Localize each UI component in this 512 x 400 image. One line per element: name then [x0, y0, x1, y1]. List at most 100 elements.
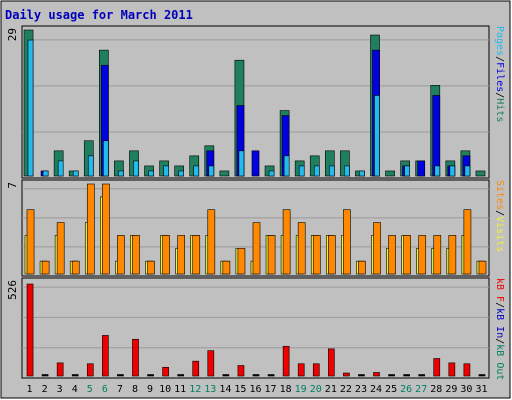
x-tick-label: 24 — [370, 384, 382, 395]
bar-sites — [162, 235, 170, 275]
x-tick-label: 27 — [415, 384, 427, 395]
legend-item: Pages — [494, 26, 505, 56]
bar-kb-f — [147, 374, 154, 377]
legend-item: / — [494, 56, 505, 62]
bar-kb-f — [463, 363, 471, 377]
y-max-label: 7 — [6, 182, 19, 189]
x-tick-label: 17 — [265, 384, 277, 395]
x-tick-label: 11 — [174, 384, 186, 395]
bar-kb-f — [71, 374, 79, 377]
x-tick-label: 14 — [219, 384, 231, 395]
legend-item: kB F — [494, 278, 505, 302]
bar-kb-f — [86, 363, 94, 377]
bar-sites — [26, 209, 35, 275]
x-axis: 1 2 3 4 5 6 7 8 9 10 11 12 13 14 15 16 17 18 19 20 21 22 23 24 2… — [27, 384, 488, 395]
bar-pages — [208, 165, 215, 177]
bar-pages — [27, 39, 34, 177]
bar-pages — [133, 160, 139, 177]
x-tick-label: 31 — [475, 384, 487, 395]
x-tick-label: 4 — [72, 384, 78, 395]
bar-kb-f — [358, 374, 365, 377]
bar-sites — [373, 222, 381, 275]
x-tick-label: 23 — [355, 384, 367, 395]
bar-pages — [434, 165, 441, 177]
legend-item: kB Out — [494, 344, 505, 380]
y-max-label: 526 — [6, 280, 19, 300]
x-tick-label: 7 — [117, 384, 123, 395]
x-tick-label: 5 — [87, 384, 93, 395]
bar-pages — [57, 160, 64, 177]
bar-pages — [87, 155, 94, 177]
x-tick-label: 10 — [159, 384, 171, 395]
bar-sites — [71, 260, 80, 275]
legend-item: / — [494, 338, 505, 344]
x-tick-label: 18 — [280, 384, 292, 395]
bar-sites — [267, 235, 276, 275]
legend-label: Pages/Files/Hits — [494, 26, 505, 122]
bar-kb-f — [192, 360, 200, 377]
bar-sites — [282, 209, 291, 275]
legend-label: kB F/kB In/kB Out — [494, 278, 505, 380]
legend-item: / — [494, 92, 505, 98]
chart-title: Daily usage for March 2011 — [5, 8, 193, 22]
bar-pages — [42, 170, 49, 177]
bar-hits — [475, 170, 486, 177]
bar-sites — [252, 222, 261, 275]
x-tick-label: 21 — [325, 384, 337, 395]
bar-sites — [297, 222, 306, 275]
bar-sites — [132, 235, 140, 275]
bar-sites — [463, 209, 472, 275]
x-tick-label: 25 — [385, 384, 397, 395]
bar-sites — [177, 235, 186, 275]
bar-pages — [449, 165, 456, 177]
bar-sites — [327, 235, 336, 275]
bar-kb-f — [327, 348, 335, 377]
bar-files — [432, 95, 441, 177]
bar-kb-f — [207, 350, 215, 377]
bar-sites — [207, 209, 216, 275]
x-tick-label: 28 — [430, 384, 442, 395]
legend-item: Sites — [494, 180, 505, 210]
panel-bottom: 526 — [6, 277, 490, 379]
x-tick-label: 13 — [204, 384, 216, 395]
x-tick-label: 1 — [27, 384, 33, 395]
bar-kb-f — [162, 366, 169, 377]
x-tick-label: 2 — [42, 384, 48, 395]
x-tick-label: 22 — [340, 384, 352, 395]
bar-sites — [222, 260, 231, 275]
x-tick-label: 20 — [310, 384, 322, 395]
bar-kb-f — [177, 374, 185, 377]
bar-kb-f — [41, 374, 49, 377]
bar-kb-f — [448, 362, 456, 377]
bar-sites — [192, 235, 201, 275]
x-tick-label: 3 — [57, 384, 63, 395]
bar-kb-f — [252, 374, 260, 377]
x-tick-label: 29 — [445, 384, 457, 395]
x-tick-label: 8 — [132, 384, 138, 395]
bar-pages — [163, 165, 169, 177]
panel-top: 29 — [6, 25, 490, 179]
bar-kb-f — [297, 363, 305, 377]
bar-pages — [72, 170, 79, 177]
plot-area — [21, 277, 490, 379]
legend-item: / — [494, 302, 505, 308]
bar-sites — [448, 235, 457, 275]
bar-sites — [41, 260, 50, 275]
bar-pages — [344, 165, 350, 177]
bar-sites — [117, 235, 125, 275]
x-tick-label: 12 — [189, 384, 201, 395]
bar-pages — [103, 140, 109, 177]
bar-kb-f — [343, 372, 350, 377]
bar-kb-f — [222, 374, 230, 377]
bar-kb-f — [117, 374, 124, 377]
bar-sites — [478, 260, 487, 275]
legend-item: Files — [494, 62, 505, 92]
bar-sites — [433, 235, 442, 275]
bar-kb-f — [102, 335, 109, 377]
x-tick-label: 15 — [234, 384, 246, 395]
bar-pages — [404, 165, 410, 177]
bar-sites — [56, 222, 65, 275]
bar-pages — [148, 170, 154, 177]
bar-pages — [359, 170, 365, 177]
